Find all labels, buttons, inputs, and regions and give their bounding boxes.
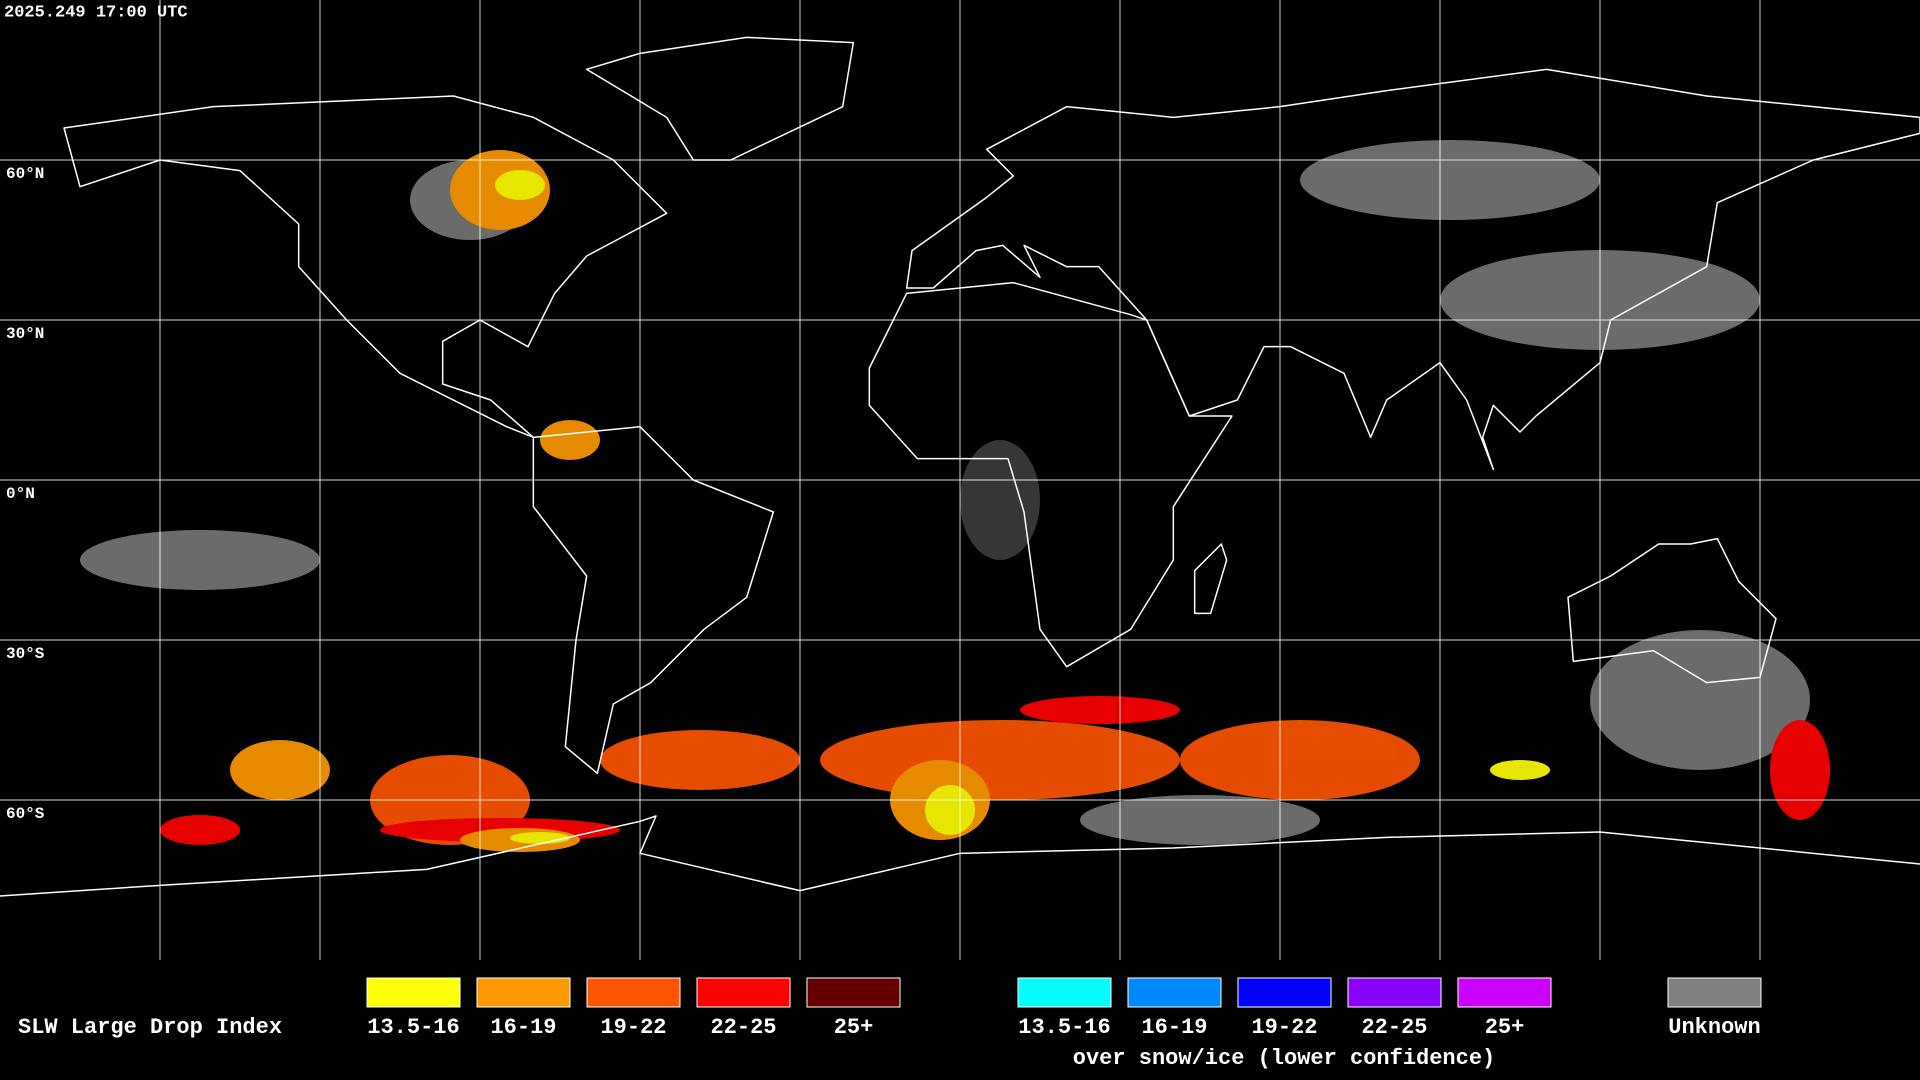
legend-swatch bbox=[1237, 977, 1332, 1008]
latitude-label: 0°N bbox=[6, 485, 35, 503]
eurasia bbox=[907, 69, 1920, 469]
latitude-label: 30°S bbox=[6, 645, 45, 663]
legend-swatch bbox=[476, 977, 571, 1008]
north-america bbox=[64, 96, 667, 437]
legend-bar bbox=[0, 960, 1920, 1080]
south-america bbox=[533, 427, 773, 774]
latitude-label: 60°S bbox=[6, 805, 45, 823]
timestamp: 2025.249 17:00 UTC bbox=[4, 3, 188, 22]
legend-swatch bbox=[1667, 977, 1762, 1008]
legend-swatch bbox=[1457, 977, 1552, 1008]
legend-label: Unknown bbox=[1668, 1015, 1760, 1040]
legend-label: 13.5-16 bbox=[367, 1015, 459, 1040]
legend-label: 25+ bbox=[834, 1015, 874, 1040]
africa bbox=[869, 283, 1232, 667]
legend-swatch bbox=[1017, 977, 1112, 1008]
legend-title: SLW Large Drop Index bbox=[18, 1015, 282, 1040]
legend-label: 25+ bbox=[1485, 1015, 1525, 1040]
legend-swatch bbox=[586, 977, 681, 1008]
legend-swatch bbox=[366, 977, 461, 1008]
australia bbox=[1568, 539, 1776, 683]
legend-swatch bbox=[696, 977, 791, 1008]
graticule bbox=[0, 0, 1920, 960]
latitude-label: 60°N bbox=[6, 165, 44, 183]
madagascar bbox=[1195, 544, 1227, 613]
legend-label: 19-22 bbox=[1251, 1015, 1317, 1040]
legend-label: 22-25 bbox=[710, 1015, 776, 1040]
legend-label: 22-25 bbox=[1361, 1015, 1427, 1040]
latitude-label: 30°N bbox=[6, 325, 44, 343]
ice-caption: over snow/ice (lower confidence) bbox=[1073, 1046, 1495, 1071]
legend-label: 19-22 bbox=[600, 1015, 666, 1040]
legend-swatch bbox=[1127, 977, 1222, 1008]
legend-swatch bbox=[806, 977, 901, 1008]
legend-swatch bbox=[1347, 977, 1442, 1008]
legend-label: 13.5-16 bbox=[1018, 1015, 1110, 1040]
legend-label: 16-19 bbox=[1141, 1015, 1207, 1040]
legend-label: 16-19 bbox=[490, 1015, 556, 1040]
